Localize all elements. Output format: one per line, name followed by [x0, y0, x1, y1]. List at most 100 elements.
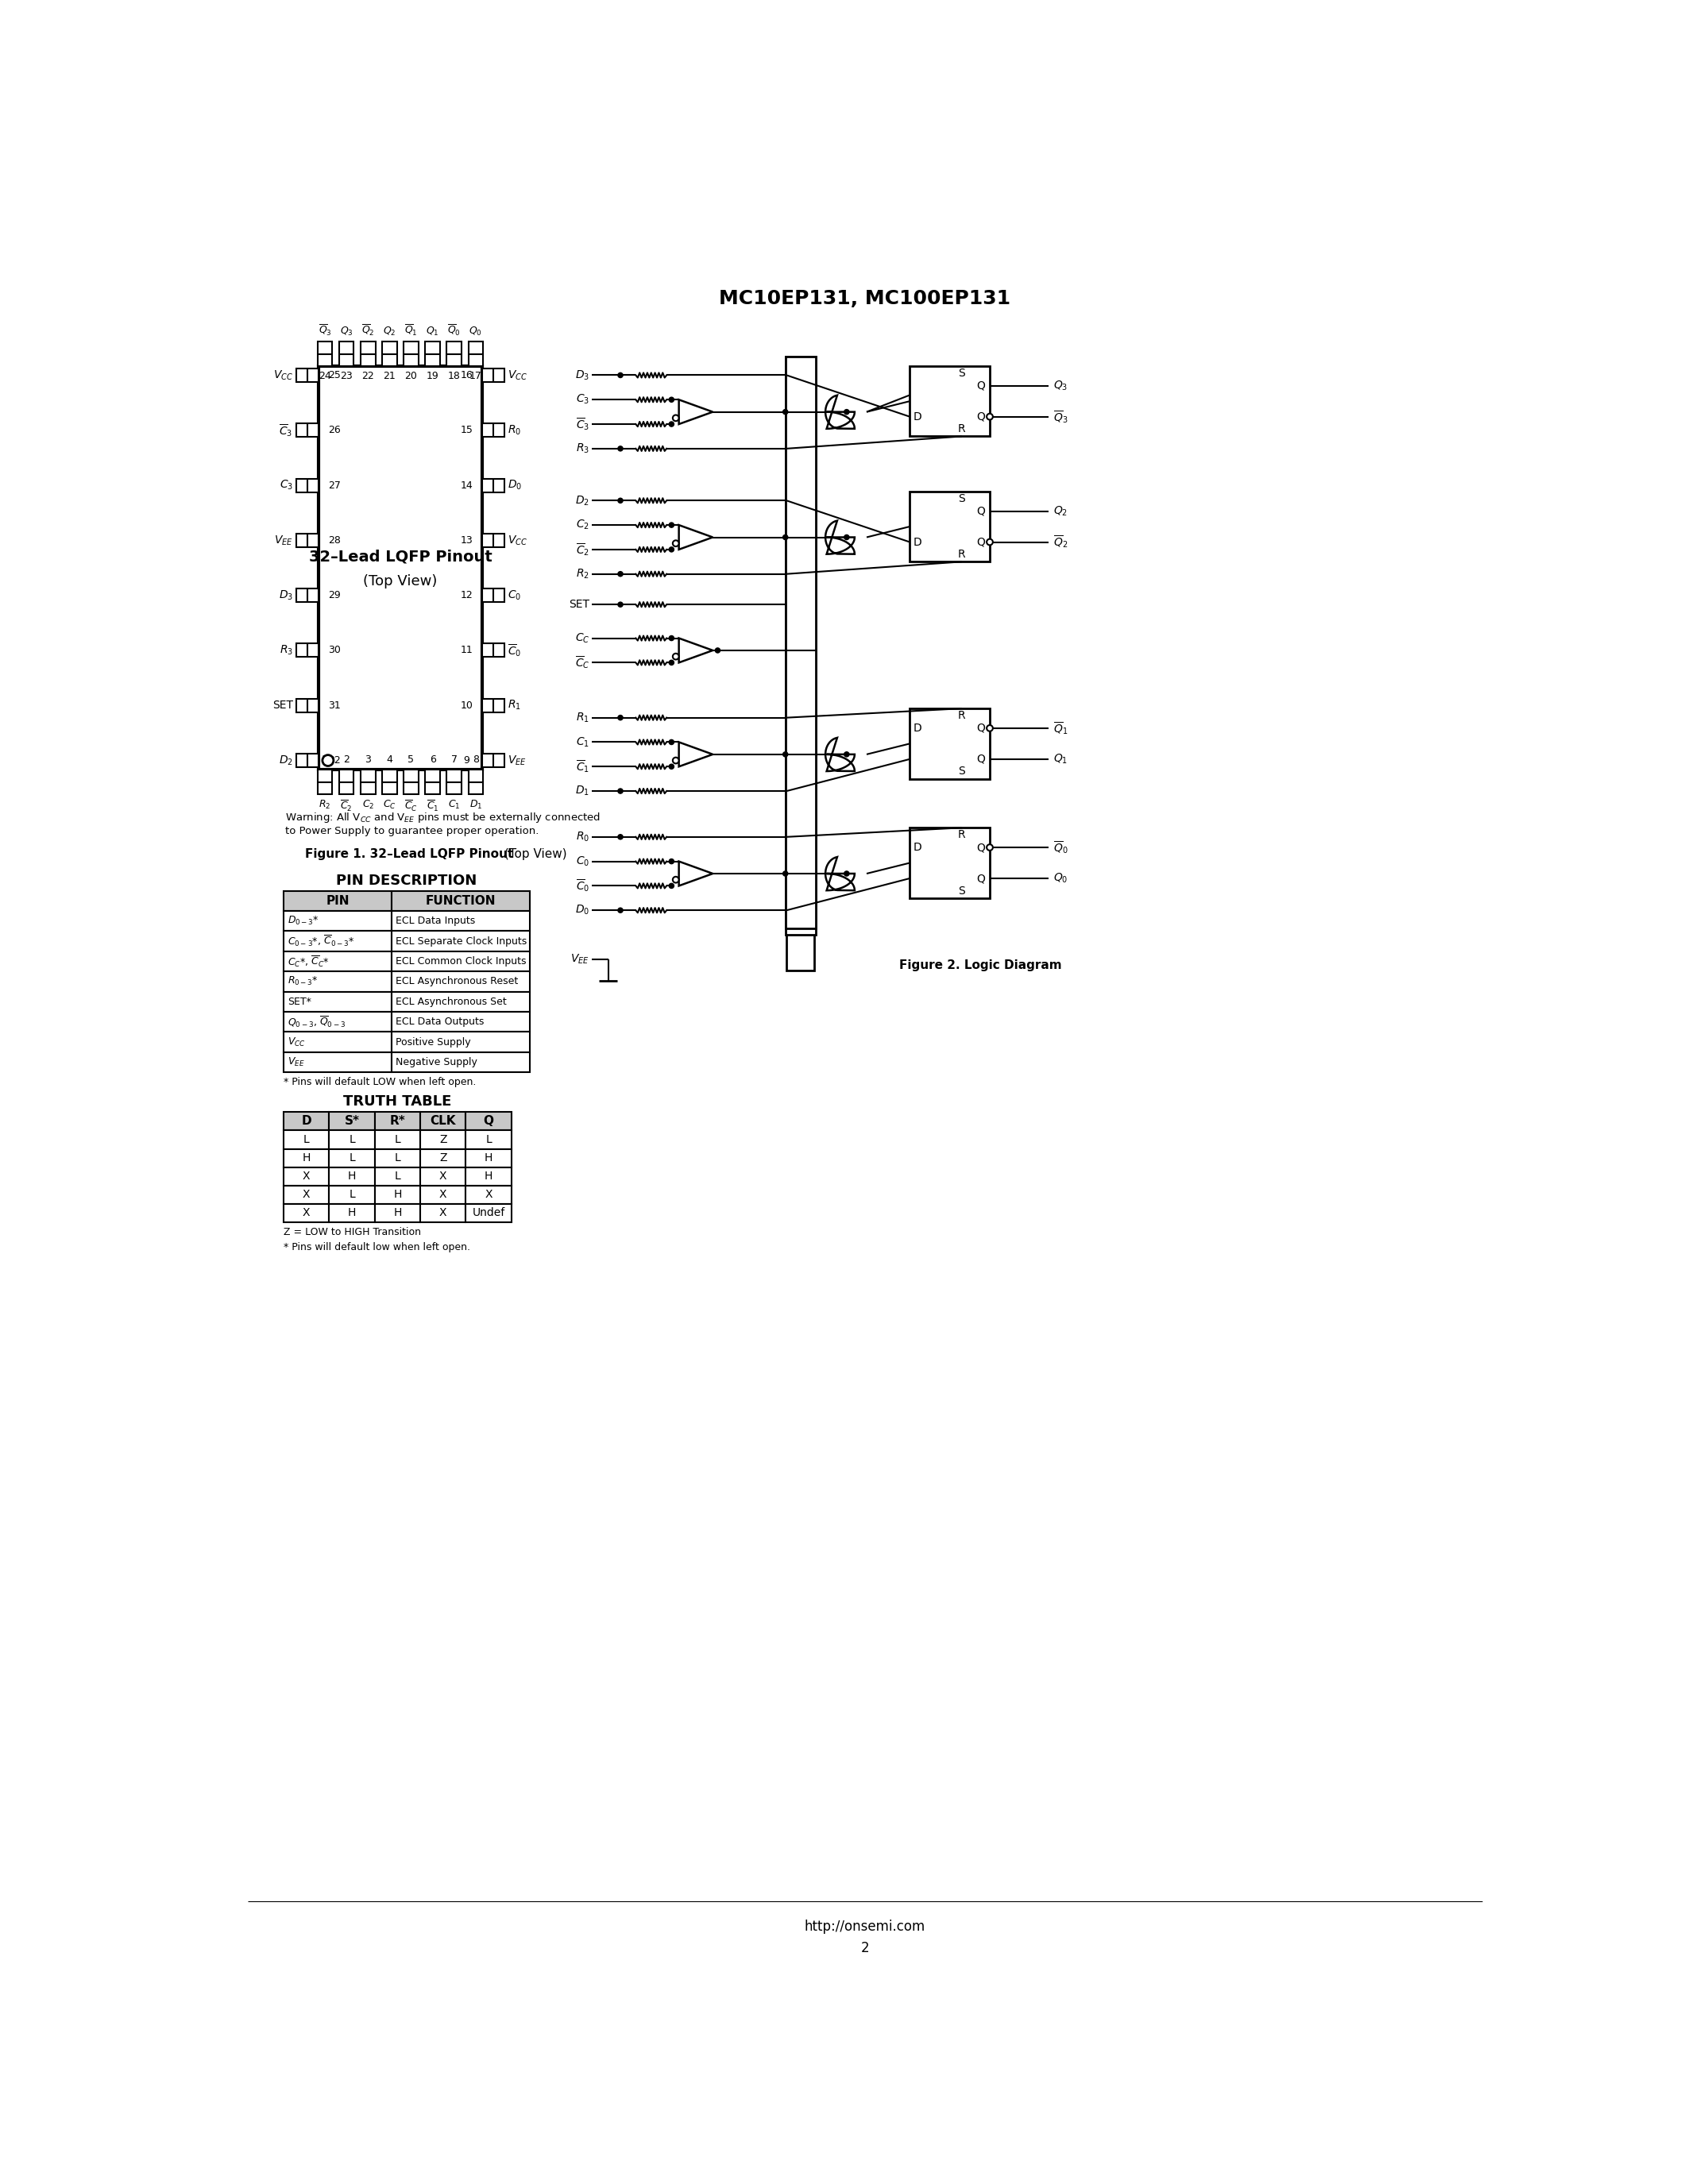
Circle shape	[618, 788, 623, 793]
Text: R*: R*	[390, 1116, 405, 1127]
Text: Q: Q	[977, 380, 986, 391]
Bar	[361, 341, 375, 367]
Text: 3: 3	[365, 756, 371, 764]
Text: Q: Q	[977, 874, 986, 885]
Text: 1: 1	[322, 756, 327, 764]
Text: Q: Q	[977, 841, 986, 854]
Text: 19: 19	[427, 371, 439, 380]
Text: $R_{0-3}$*: $R_{0-3}$*	[289, 976, 319, 987]
Text: $R_0$: $R_0$	[576, 830, 589, 843]
Bar	[284, 1166, 329, 1186]
Text: $D_3$: $D_3$	[576, 369, 589, 382]
Text: 25: 25	[327, 369, 341, 380]
Bar	[317, 341, 333, 367]
Text: D: D	[913, 537, 922, 548]
Text: H: H	[484, 1171, 493, 1182]
Text: $\overline{Q}_2$: $\overline{Q}_2$	[361, 323, 375, 339]
Text: (Top View): (Top View)	[501, 847, 567, 860]
Bar	[787, 365, 814, 970]
Bar	[447, 341, 461, 367]
Bar	[392, 952, 530, 972]
Bar	[481, 369, 505, 382]
Text: $\overline{C}_2$: $\overline{C}_2$	[341, 799, 353, 812]
Text: X: X	[439, 1171, 447, 1182]
Text: Z = LOW to HIGH Transition: Z = LOW to HIGH Transition	[284, 1227, 420, 1238]
Circle shape	[844, 408, 849, 415]
Bar	[329, 1131, 375, 1149]
Bar	[381, 341, 397, 367]
Circle shape	[618, 446, 623, 452]
Text: ECL Data Inputs: ECL Data Inputs	[395, 915, 476, 926]
Bar	[466, 1166, 511, 1186]
Text: $\overline{C}_2$: $\overline{C}_2$	[576, 542, 589, 557]
Circle shape	[987, 413, 993, 419]
Text: $C_{0-3}$*, $\overline{C}_{0-3}$*: $C_{0-3}$*, $\overline{C}_{0-3}$*	[289, 935, 354, 948]
Text: SET: SET	[569, 598, 589, 609]
Text: 13: 13	[461, 535, 473, 546]
Text: $\overline{Q}_0$: $\overline{Q}_0$	[1053, 839, 1069, 856]
Circle shape	[844, 751, 849, 758]
Text: $D_2$: $D_2$	[279, 753, 294, 767]
Text: $D_3$: $D_3$	[279, 590, 294, 603]
Bar	[392, 992, 530, 1011]
Text: X: X	[484, 1188, 493, 1201]
Text: $\overline{C}_3$: $\overline{C}_3$	[279, 422, 294, 439]
Text: S: S	[959, 767, 966, 778]
Circle shape	[668, 858, 674, 865]
Polygon shape	[679, 743, 712, 767]
Circle shape	[618, 834, 623, 839]
Text: H: H	[348, 1171, 356, 1182]
Text: $C_1$: $C_1$	[576, 736, 589, 749]
Circle shape	[668, 636, 674, 640]
Text: $D_0$: $D_0$	[508, 478, 522, 491]
Text: $R_2$: $R_2$	[576, 568, 589, 581]
Bar	[329, 1186, 375, 1203]
Text: Figure 2. Logic Diagram: Figure 2. Logic Diagram	[900, 959, 1062, 972]
Text: 9: 9	[463, 756, 469, 767]
Bar	[284, 1186, 329, 1203]
Text: $V_{CC}$: $V_{CC}$	[508, 369, 528, 382]
Text: $\overline{C}_C$: $\overline{C}_C$	[576, 655, 589, 670]
Text: 11: 11	[461, 644, 473, 655]
Text: SET*: SET*	[289, 996, 312, 1007]
Text: Q: Q	[977, 753, 986, 764]
Text: $C_0$: $C_0$	[576, 854, 589, 867]
Bar	[381, 769, 397, 795]
Text: $V_{EE}$: $V_{EE}$	[571, 952, 589, 965]
Text: * Pins will default low when left open.: * Pins will default low when left open.	[284, 1243, 471, 1251]
Text: 31: 31	[327, 701, 341, 710]
Text: Q: Q	[483, 1116, 495, 1127]
Circle shape	[674, 415, 679, 422]
Text: 32–Lead LQFP Pinout: 32–Lead LQFP Pinout	[309, 550, 491, 563]
Text: MC10EP131, MC100EP131: MC10EP131, MC100EP131	[719, 288, 1011, 308]
Text: $\overline{C}_3$: $\overline{C}_3$	[576, 417, 589, 432]
Circle shape	[668, 740, 674, 745]
Polygon shape	[679, 524, 712, 550]
Circle shape	[674, 876, 679, 882]
Bar	[329, 1203, 375, 1223]
Text: H: H	[484, 1153, 493, 1164]
Text: $C_2$: $C_2$	[361, 799, 375, 810]
Circle shape	[783, 751, 788, 758]
Bar	[375, 1203, 420, 1223]
Circle shape	[783, 408, 788, 415]
Text: $C_C$: $C_C$	[576, 631, 589, 644]
Text: $D_{0-3}$*: $D_{0-3}$*	[289, 915, 319, 926]
Circle shape	[668, 546, 674, 553]
Bar	[392, 930, 530, 952]
Bar	[910, 828, 989, 898]
Text: $V_{EE}$: $V_{EE}$	[273, 533, 294, 546]
Circle shape	[987, 539, 993, 546]
Text: $V_{CC}$: $V_{CC}$	[289, 1035, 306, 1048]
Text: $\overline{Q}_3$: $\overline{Q}_3$	[319, 323, 331, 339]
Bar	[481, 753, 505, 767]
Text: Z: Z	[439, 1153, 447, 1164]
Bar	[392, 1011, 530, 1033]
Bar	[317, 769, 333, 795]
Circle shape	[987, 845, 993, 850]
Text: CLK: CLK	[430, 1116, 456, 1127]
Text: X: X	[302, 1171, 311, 1182]
Text: 16: 16	[461, 369, 473, 380]
Polygon shape	[679, 638, 712, 662]
Text: 32: 32	[327, 756, 341, 767]
